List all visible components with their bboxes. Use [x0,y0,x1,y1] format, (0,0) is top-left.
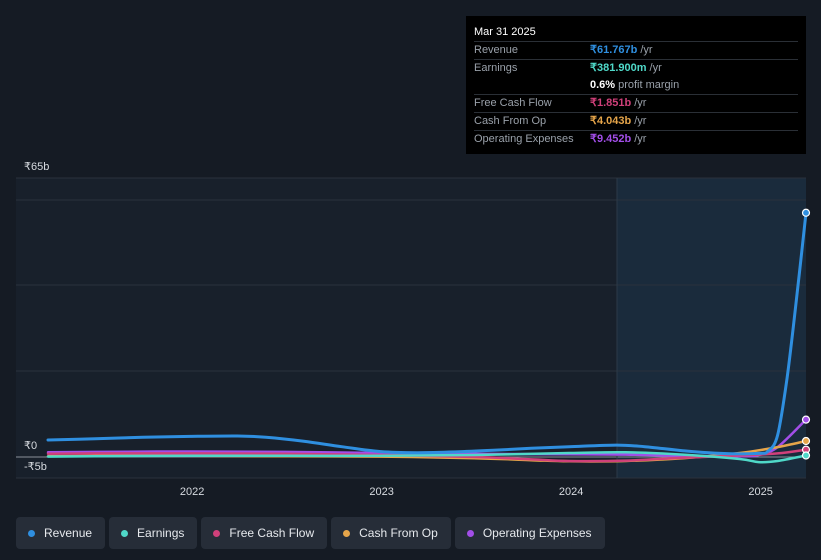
tooltip-row: Cash From Op ₹4.043b/yr [474,112,798,130]
y-tick-label: -₹5b [24,461,47,473]
free-cash-flow-line [46,448,808,463]
earnings-line [46,450,808,464]
past-year-highlight [617,178,806,478]
tooltip-row-value: 0.6% [590,79,616,91]
legend-item-operating-expenses[interactable]: Operating Expenses [454,517,605,549]
y-tick-label: ₹65b [24,161,49,173]
series-end-markers [801,208,811,460]
legend: Revenue Earnings Free Cash Flow Cash From O… [16,517,605,549]
tooltip-row-label: Revenue [474,44,519,56]
tooltip-row-label: Free Cash Flow [474,97,552,109]
tooltip-row-unit: /yr [634,97,647,109]
tooltip-row-label: Earnings [474,62,518,74]
legend-dot-icon [466,529,474,537]
tooltip-row-value: ₹4.043b [590,115,632,127]
x-axis-ticks: 2022 2023 2024 2025 [180,486,773,498]
revenue-end-marker [801,208,811,217]
x-tick-label: 2024 [559,486,583,498]
tooltip-row-value: ₹9.452b [590,133,632,145]
legend-item-revenue[interactable]: Revenue [16,517,106,549]
legend-item-earnings[interactable]: Earnings [109,517,198,549]
earnings-end-marker [801,451,811,460]
chart-canvas: ₹65b ₹0 -₹5b 2022 2023 2024 2025 [16,161,811,498]
legend-item-cash-from-op[interactable]: Cash From Op [331,517,451,549]
series-lines [46,211,808,464]
tooltip-row-unit: profit margin [618,79,680,91]
tooltip-row-value: ₹1.851b [590,97,632,109]
legend-item-free-cash-flow[interactable]: Free Cash Flow [201,517,328,549]
tooltip-row: 0.6% profit margin [474,77,798,94]
tooltip-row: Operating Expenses ₹9.452b/yr [474,130,798,148]
y-axis-ticks: ₹65b ₹0 -₹5b [24,161,49,473]
tooltip-row: Revenue ₹61.767b/yr [474,41,798,59]
y-tick-label: ₹0 [24,440,37,452]
x-tick-label: 2022 [180,486,204,498]
tooltip-row-label: Cash From Op [474,115,547,127]
legend-label: Earnings [137,526,185,540]
tooltip-row-unit: /yr [640,44,653,56]
tooltip-row-unit: /yr [649,62,662,74]
tooltip-panel: Mar 31 2025 Revenue ₹61.767b/yr Earnings ₹3… [466,16,806,154]
legend-label: Revenue [44,526,93,540]
tooltip-row: Free Cash Flow ₹1.851b/yr [474,94,798,112]
x-tick-label: 2023 [369,486,393,498]
tooltip-row-label [474,77,590,94]
tooltip-row: Earnings ₹381.900m/yr [474,59,798,77]
x-tick-label: 2025 [748,486,772,498]
legend-dot-icon [213,529,221,537]
legend-label: Operating Expenses [482,526,592,540]
tooltip-row-unit: /yr [634,115,647,127]
tooltip-date: Mar 31 2025 [474,26,536,38]
tooltip-row-label: Operating Expenses [474,133,574,145]
revenue-line [46,211,808,456]
operating-expenses-end-marker [801,415,811,424]
legend-dot-icon [343,529,351,537]
legend-dot-icon [28,529,35,537]
legend-label: Cash From Op [359,526,438,540]
tooltip-row-value: ₹61.767b [590,44,638,56]
tooltip-row-unit: /yr [634,133,647,145]
cash-from-op-end-marker [801,436,811,446]
legend-label: Free Cash Flow [229,526,315,540]
tooltip-row-value: ₹381.900m [590,62,647,74]
legend-dot-icon [121,529,129,537]
tooltip-rows: Revenue ₹61.767b/yr Earnings ₹381.900m/yr 0.… [474,41,798,148]
